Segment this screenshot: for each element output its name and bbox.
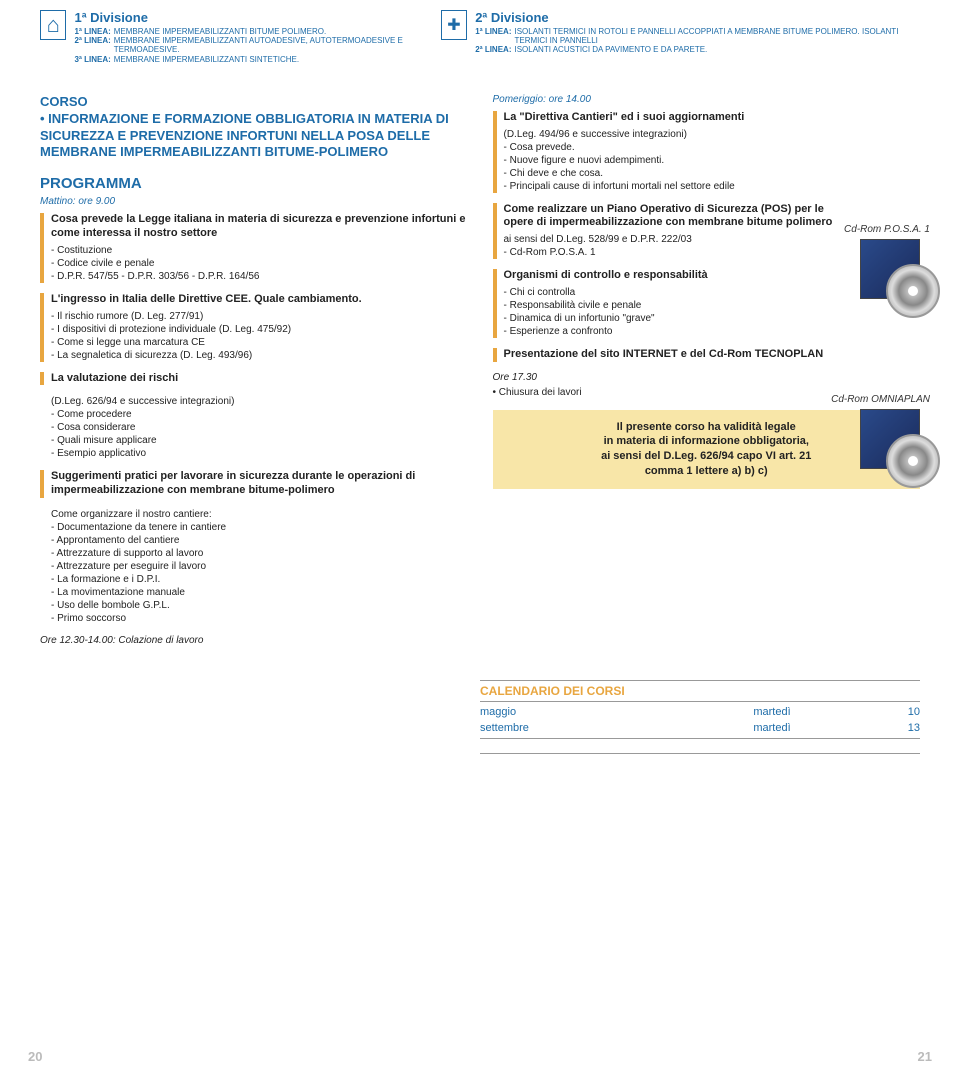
validity-box: Il presente corso ha validità legale in … (493, 410, 921, 489)
calendar-row: maggio martedì 10 (480, 704, 920, 720)
page-numbers: 20 21 (0, 1049, 960, 1064)
header: 1ª Divisione 1ª LINEA:MEMBRANE IMPERMEAB… (0, 0, 960, 74)
section-cee: L'ingresso in Italia delle Direttive CEE… (40, 293, 468, 362)
left-column: CORSO • INFORMAZIONE E FORMAZIONE OBBLIG… (40, 94, 468, 650)
programma-label: PROGRAMMA (40, 175, 468, 192)
cd-label-2: Cd-Rom OMNIAPLAN (831, 394, 930, 405)
page-left: 20 (28, 1049, 42, 1064)
div2-title: 2ª Divisione (475, 10, 920, 25)
div1-title: 1ª Divisione (74, 10, 420, 25)
linea-row: 3ª LINEA:MEMBRANE IMPERMEABILIZZANTI SIN… (74, 55, 420, 64)
house-icon (40, 10, 66, 40)
linea-row: 2ª LINEA:ISOLANTI ACUSTICI DA PAVIMENTO … (475, 45, 920, 54)
linea-row: 1ª LINEA:ISOLANTI TERMICI IN ROTOLI E PA… (475, 27, 920, 45)
mattino-time: Mattino: ore 9.00 (40, 196, 468, 207)
cross-icon (441, 10, 467, 40)
section-direttiva: La "Direttiva Cantieri" ed i suoi aggior… (493, 111, 921, 193)
cd-label-1: Cd-Rom P.O.S.A. 1 (844, 224, 930, 235)
calendar-title: CALENDARIO DEI CORSI (480, 680, 920, 702)
page-right: 21 (918, 1049, 932, 1064)
section-organismi: Organismi di controllo e responsabilità … (493, 269, 841, 338)
section-internet: Presentazione del sito INTERNET e del Cd… (493, 348, 841, 362)
linea-row: 1ª LINEA:MEMBRANE IMPERMEABILIZZANTI BIT… (74, 27, 420, 36)
ore-1730: Ore 17.30 (493, 372, 921, 383)
ore-colazione: Ore 12.30-14.00: Colazione di lavoro (40, 635, 468, 646)
calendar-section: CALENDARIO DEI CORSI maggio martedì 10 s… (0, 680, 960, 754)
pomeriggio-time: Pomeriggio: ore 14.00 (493, 94, 921, 105)
right-column: Pomeriggio: ore 14.00 La "Direttiva Cant… (493, 94, 921, 650)
linea-row: 2ª LINEA:MEMBRANE IMPERMEABILIZZANTI AUT… (74, 36, 420, 54)
division-2: 2ª Divisione 1ª LINEA:ISOLANTI TERMICI I… (441, 10, 920, 64)
section-suggerimenti: Suggerimenti pratici per lavorare in sic… (40, 470, 468, 498)
division-1: 1ª Divisione 1ª LINEA:MEMBRANE IMPERMEAB… (40, 10, 421, 64)
section-rischi: La valutazione dei rischi (40, 372, 468, 386)
section-legge: Cosa prevede la Legge italiana in materi… (40, 213, 468, 283)
calendar-row: settembre martedì 13 (480, 720, 920, 736)
section-pos: Come realizzare un Piano Operativo di Si… (493, 203, 841, 260)
corso-heading: CORSO • INFORMAZIONE E FORMAZIONE OBBLIG… (40, 94, 468, 162)
cd-disc-icon (886, 434, 940, 488)
main-content: CORSO • INFORMAZIONE E FORMAZIONE OBBLIG… (0, 74, 960, 660)
cd-disc-icon (886, 264, 940, 318)
